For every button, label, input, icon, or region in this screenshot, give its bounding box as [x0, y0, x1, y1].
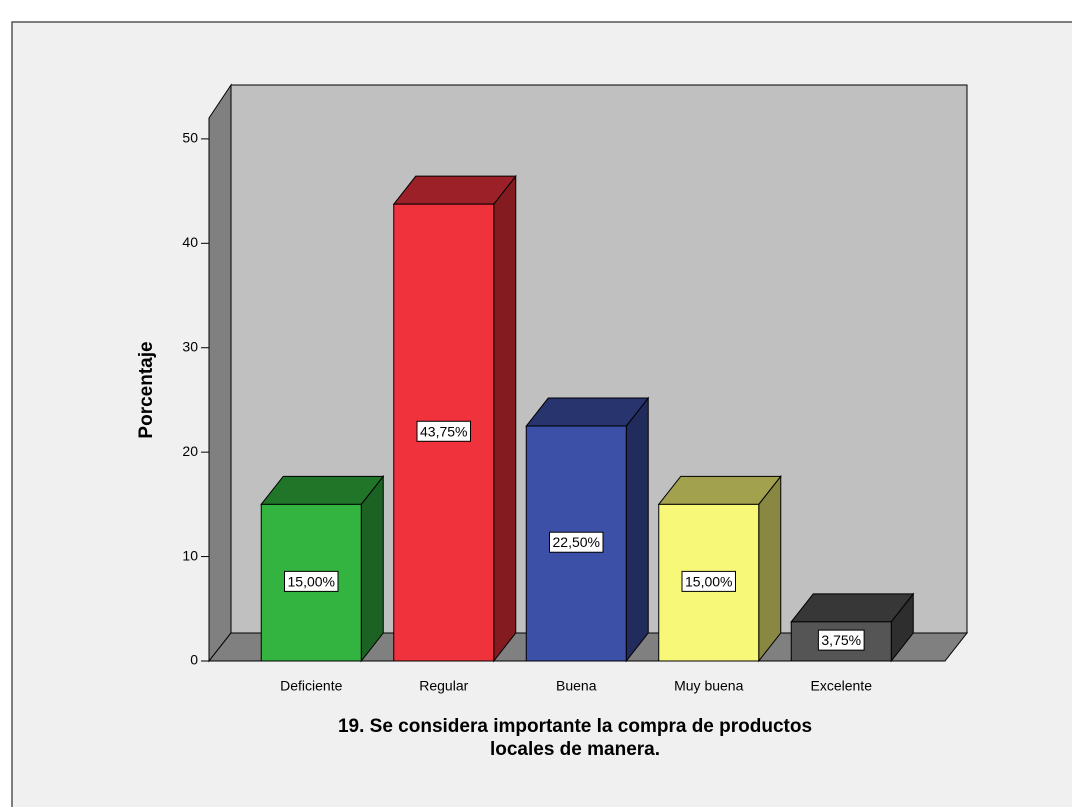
value-label: 3,75% [821, 632, 861, 648]
bar [657, 474, 782, 663]
bar-side-shade [493, 176, 516, 661]
y-tick-label: 20 [182, 443, 198, 459]
bar-top-shade [658, 476, 781, 505]
x-tick-label: Muy buena [674, 678, 743, 694]
value-label-box [284, 570, 339, 592]
value-label: 15,00% [685, 573, 732, 589]
value-label-box [817, 629, 865, 651]
bar-top-shade [393, 176, 516, 205]
x-axis-label: locales de manera. [490, 739, 660, 760]
bar-side-shade [361, 476, 384, 661]
x-tick-label: Regular [419, 678, 468, 694]
value-label: 15,00% [288, 573, 335, 589]
bar [260, 474, 385, 663]
value-label-box [681, 570, 736, 592]
x-tick-label: Excelente [811, 678, 873, 694]
y-tick-label: 10 [182, 547, 198, 563]
bar-side-shade [626, 398, 649, 661]
x-tick-label: Deficiente [280, 678, 342, 694]
bar-top-shade [791, 593, 914, 622]
y-axis-label: Porcentaje [136, 341, 157, 438]
bar-side-shade [758, 476, 781, 661]
y-tick-label: 0 [190, 652, 198, 668]
y-tick-label: 40 [182, 234, 198, 250]
x-tick-label: Buena [556, 678, 597, 694]
side-wall [208, 83, 232, 663]
value-label-box [416, 420, 471, 442]
value-label: 43,75% [420, 423, 467, 439]
value-label-box [549, 531, 604, 553]
bar-top-shade [261, 476, 384, 505]
bar [525, 396, 650, 663]
y-tick-label: 30 [182, 338, 198, 354]
value-label: 22,50% [553, 534, 600, 550]
bar-side-shade [891, 593, 914, 661]
y-tick-label: 50 [182, 130, 198, 146]
bar-top-shade [526, 398, 649, 427]
bar [790, 592, 915, 663]
bar [392, 174, 517, 663]
x-axis-label: 19. Se considera importante la compra de… [338, 716, 812, 737]
